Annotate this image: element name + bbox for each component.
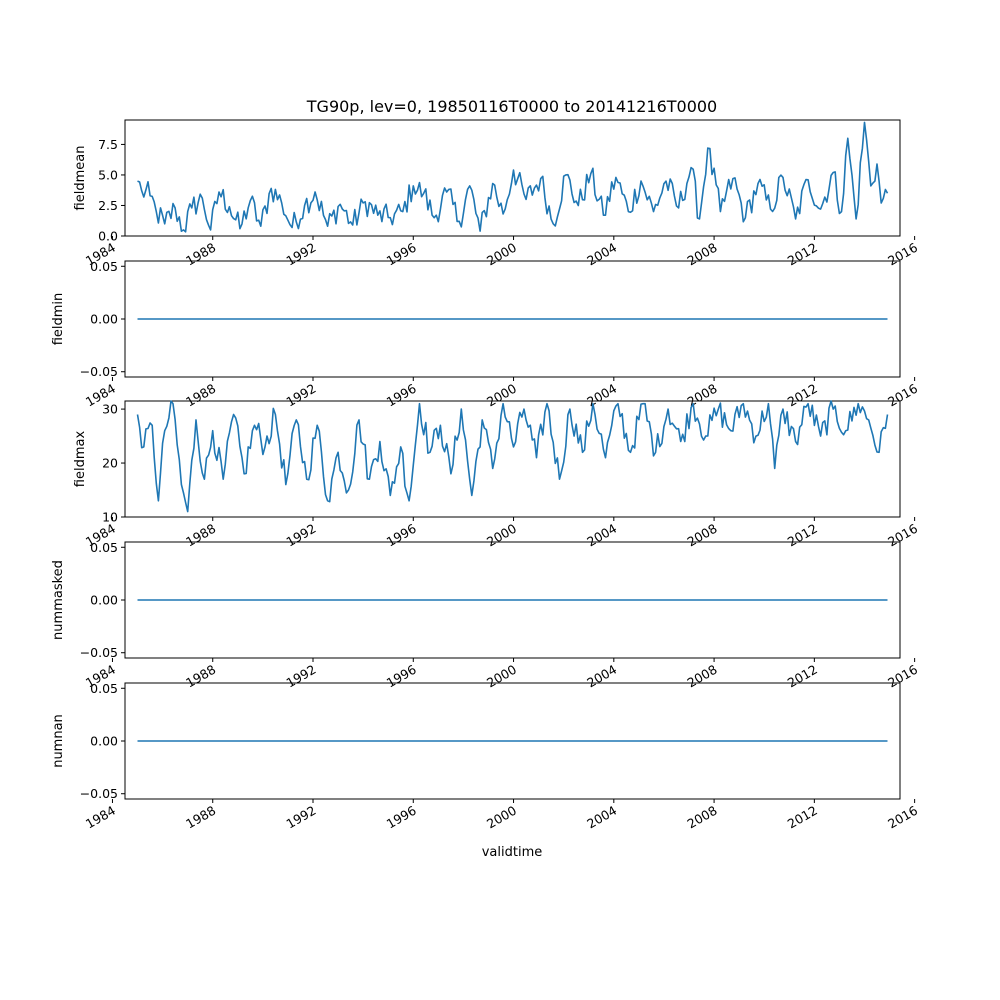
y-axis-label: fieldmin — [51, 293, 66, 346]
y-tick-label: 0.00 — [90, 593, 118, 608]
chart-title: TG90p, lev=0, 19850116T0000 to 20141216T… — [306, 97, 717, 116]
y-tick-label: 30 — [102, 402, 118, 417]
series-line-fieldmax — [136, 400, 889, 513]
series-line-fieldmean — [137, 121, 889, 233]
y-tick-label: 0.05 — [90, 681, 118, 696]
y-axis-label: numnan — [51, 714, 66, 768]
axes-frame — [124, 400, 901, 518]
y-tick-label: 5.0 — [98, 167, 118, 182]
y-tick-label: 0.05 — [90, 259, 118, 274]
y-tick-label: 0.00 — [90, 734, 118, 749]
axes-frame — [124, 119, 901, 237]
x-axis-label: validtime — [482, 845, 543, 860]
y-axis-label: fieldmax — [73, 431, 88, 488]
y-tick-label: −0.05 — [80, 786, 118, 801]
y-tick-label: 7.5 — [98, 137, 118, 152]
y-axis-label: nummasked — [51, 560, 66, 640]
y-tick-label: 10 — [102, 510, 118, 525]
y-tick-label: 2.5 — [98, 198, 118, 213]
y-tick-label: 0.05 — [90, 540, 118, 555]
y-tick-label: −0.05 — [80, 645, 118, 660]
y-tick-label: −0.05 — [80, 364, 118, 379]
y-tick-label: 0.0 — [98, 229, 118, 244]
y-tick-label: 0.00 — [90, 312, 118, 327]
y-tick-label: 20 — [102, 456, 118, 471]
y-axis-label: fieldmean — [73, 146, 88, 211]
